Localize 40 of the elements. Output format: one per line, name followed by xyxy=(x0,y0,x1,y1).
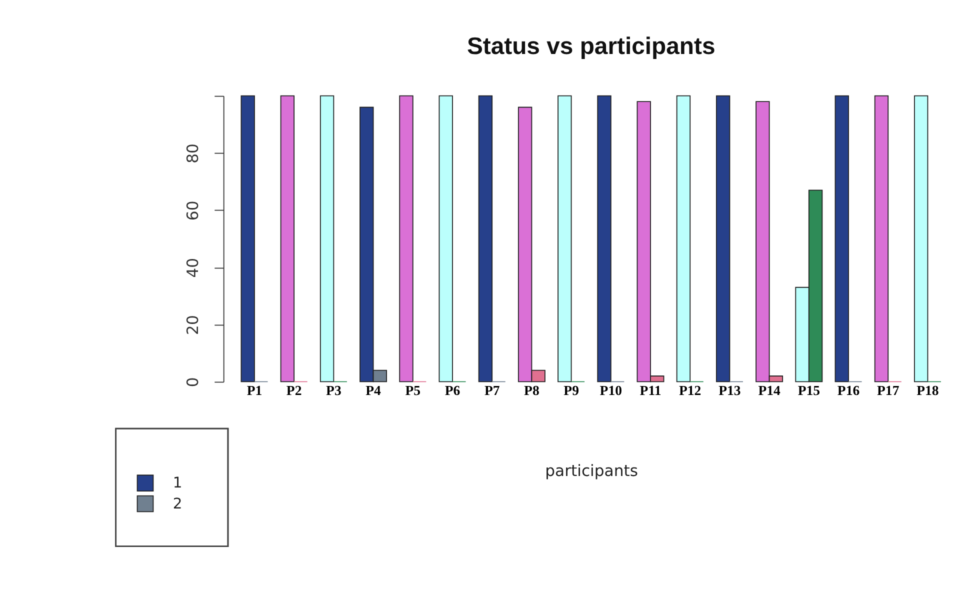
bar xyxy=(914,95,928,382)
bar xyxy=(834,95,849,382)
x-tick-label: P1 xyxy=(246,383,262,398)
bar xyxy=(478,95,493,382)
x-tick-label: P5 xyxy=(405,383,421,398)
bar xyxy=(240,95,255,382)
x-tick-label: P11 xyxy=(640,383,662,398)
bar xyxy=(320,95,334,382)
bar xyxy=(438,95,453,382)
bar xyxy=(874,95,889,382)
x-tick-label: P12 xyxy=(679,383,702,398)
y-tick-label: 20 xyxy=(184,315,202,335)
y-tick-label: 0 xyxy=(184,377,202,388)
x-tick-label: P10 xyxy=(600,383,622,398)
x-tick-label: P14 xyxy=(758,383,781,398)
y-tick-label: 40 xyxy=(184,258,202,278)
bar xyxy=(558,95,572,382)
x-tick-label: P18 xyxy=(916,383,939,398)
x-tick-label: P16 xyxy=(837,383,860,398)
x-tick-label: P13 xyxy=(718,383,741,398)
legend-label: 2 xyxy=(172,495,182,512)
x-tick-label: P4 xyxy=(366,383,382,398)
x-tick-label: P17 xyxy=(877,383,900,398)
x-tick-label: P3 xyxy=(326,383,342,398)
x-tick-label: P7 xyxy=(484,383,500,398)
bar xyxy=(399,95,414,382)
bar xyxy=(716,95,730,382)
bar xyxy=(676,95,691,382)
x-axis-title: participants xyxy=(545,462,638,480)
x-tick-label: P2 xyxy=(286,383,302,398)
chart-title: Status vs participants xyxy=(466,33,716,60)
y-tick-label: 80 xyxy=(184,144,202,164)
bar xyxy=(280,95,295,382)
x-tick-label: P9 xyxy=(564,383,580,398)
x-tick-label: P15 xyxy=(798,383,820,398)
legend-label: 1 xyxy=(172,474,182,492)
y-tick-label: 60 xyxy=(184,200,202,221)
bar xyxy=(597,95,612,382)
x-tick-label: P8 xyxy=(524,383,540,398)
x-tick-label: P6 xyxy=(444,383,460,398)
